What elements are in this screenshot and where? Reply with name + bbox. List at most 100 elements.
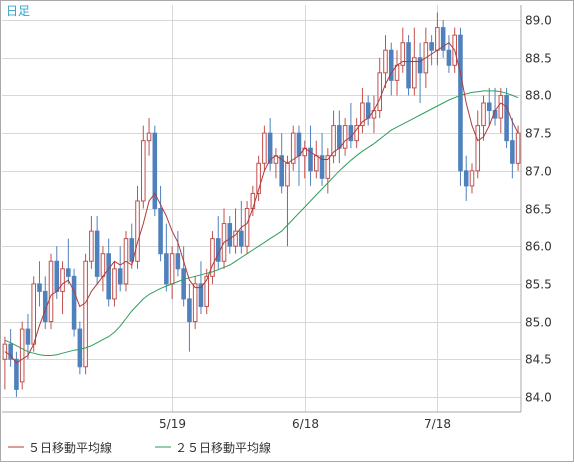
candle: [192, 276, 198, 330]
candle: [279, 133, 284, 194]
y-tick-label: 89.0: [525, 14, 552, 28]
candle: [77, 321, 83, 375]
candle-body-up: [169, 253, 175, 285]
candle: [342, 118, 348, 156]
candle-body-down: [37, 283, 42, 292]
y-tick-label: 86.0: [525, 240, 552, 254]
x-tick-labels: 5/19 6/18 7/18: [159, 417, 451, 431]
legend: ５日移動平均線 ２５日移動平均線: [8, 440, 271, 455]
x-tick-label: 5/19: [159, 417, 186, 431]
y-tick-label: 84.5: [525, 353, 552, 367]
candle-body-up: [48, 260, 54, 323]
candle: [129, 223, 135, 269]
candle: [152, 125, 158, 217]
candle-body-up: [60, 268, 65, 292]
candle: [498, 87, 504, 134]
candle: [383, 35, 388, 88]
candle: [262, 125, 267, 171]
period-label: 日足: [6, 4, 30, 18]
candle-body-up: [100, 253, 106, 277]
candle: [308, 125, 313, 186]
candle: [458, 27, 463, 186]
candle-body-down: [187, 298, 192, 323]
candle: [377, 57, 383, 119]
candle-body-up: [135, 200, 140, 262]
candle-body-up: [146, 132, 152, 142]
candle-body-up: [250, 192, 256, 209]
candle-body-down: [388, 49, 394, 81]
candle: [210, 231, 215, 284]
candle-body-up: [515, 132, 521, 164]
candle-body-up: [435, 27, 440, 51]
candle-body-down: [296, 132, 302, 157]
candle: [406, 35, 411, 96]
candle-body-down: [406, 42, 411, 89]
candle-body-up: [313, 155, 319, 172]
candle-body-down: [215, 238, 221, 262]
candle: [181, 246, 186, 307]
x-tick-label: 6/18: [292, 417, 319, 431]
y-tick-label: 84.0: [525, 391, 552, 405]
candle-body-down: [94, 230, 100, 277]
candle: [446, 35, 452, 73]
candle: [515, 125, 521, 171]
candle-body-down: [417, 57, 423, 74]
candle-body-up: [140, 140, 146, 202]
candle: [71, 268, 77, 337]
ma25-line: [4, 90, 519, 356]
candle-body-down: [54, 260, 60, 292]
y-tick-label: 88.5: [525, 52, 552, 66]
candle-body-up: [325, 155, 331, 179]
candle-body-up: [31, 283, 37, 345]
candle: [187, 283, 192, 352]
candle-body-down: [117, 268, 123, 285]
y-tick-label: 86.5: [525, 203, 552, 217]
candle-body-down: [337, 125, 342, 149]
candle-body-down: [510, 140, 515, 164]
candle: [331, 110, 336, 164]
candle: [146, 118, 152, 156]
candle-body-up: [342, 125, 348, 149]
candle-body-up: [412, 57, 417, 89]
candle: [388, 42, 394, 96]
candle-body-up: [481, 102, 486, 127]
candle: [2, 336, 8, 390]
candle: [117, 246, 123, 292]
candle-body-up: [233, 230, 238, 247]
candle-body-up: [112, 268, 117, 300]
candle: [135, 185, 140, 269]
candle-body-down: [129, 238, 135, 262]
moving-averages: [4, 42, 519, 364]
candle-body-up: [204, 275, 210, 307]
candle-body-down: [463, 170, 469, 187]
candle: [158, 185, 163, 262]
candle: [267, 118, 273, 171]
candle: [19, 321, 25, 390]
candle-body-down: [486, 102, 492, 112]
candle-body-down: [106, 253, 111, 300]
candle-body-down: [71, 275, 77, 330]
candle: [510, 118, 515, 179]
candle-body-down: [14, 358, 19, 390]
candle-body-down: [8, 343, 13, 360]
candle-body-down: [25, 328, 31, 345]
candle-body-down: [319, 155, 325, 179]
candle: [175, 231, 181, 277]
candles: [2, 12, 521, 397]
candle-body-down: [152, 132, 158, 209]
candle: [463, 155, 469, 201]
y-tick-label: 87.5: [525, 127, 552, 141]
candle: [14, 351, 19, 397]
candle-body-up: [331, 125, 336, 157]
candle-body-down: [158, 208, 163, 255]
legend-ma5-label: ５日移動平均線: [28, 440, 112, 455]
candle-body-down: [66, 268, 71, 277]
candle-body-up: [262, 132, 267, 164]
ma5-line: [4, 42, 519, 364]
candle: [348, 102, 354, 149]
candle: [486, 87, 492, 126]
candle: [400, 27, 406, 73]
y-tick-label: 85.5: [525, 278, 552, 292]
